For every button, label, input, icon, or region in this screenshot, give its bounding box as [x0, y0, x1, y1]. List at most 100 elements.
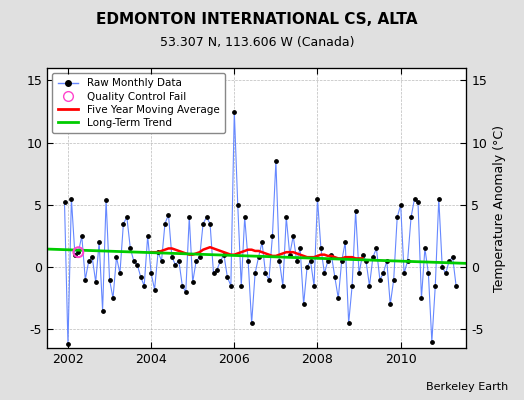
Point	[414, 199, 422, 206]
Point	[209, 270, 217, 276]
Point	[452, 282, 460, 289]
Point	[445, 258, 453, 264]
Point	[393, 214, 401, 220]
Point	[449, 254, 457, 260]
Point	[431, 282, 440, 289]
Point	[424, 270, 433, 276]
Point	[421, 245, 429, 252]
Point	[348, 282, 356, 289]
Point	[289, 233, 298, 239]
Point	[199, 220, 208, 227]
Point	[99, 308, 107, 314]
Point	[154, 249, 162, 255]
Point	[78, 233, 86, 239]
Point	[247, 320, 256, 326]
Point	[334, 295, 343, 302]
Point	[344, 320, 353, 326]
Point	[123, 214, 131, 220]
Point	[74, 249, 83, 255]
Point	[261, 270, 270, 276]
Point	[265, 276, 273, 283]
Point	[227, 282, 235, 289]
Point	[286, 252, 294, 258]
Point	[137, 274, 145, 280]
Point	[324, 258, 332, 264]
Point	[365, 282, 374, 289]
Point	[272, 158, 280, 164]
Point	[88, 254, 96, 260]
Point	[379, 270, 388, 276]
Point	[74, 249, 83, 255]
Point	[216, 258, 225, 264]
Point	[237, 282, 245, 289]
Point	[254, 254, 263, 260]
Point	[234, 202, 242, 208]
Point	[102, 197, 110, 203]
Point	[376, 276, 384, 283]
Point	[362, 258, 370, 264]
Point	[275, 258, 283, 264]
Point	[119, 220, 127, 227]
Point	[230, 108, 238, 115]
Point	[372, 245, 380, 252]
Point	[95, 239, 103, 246]
Point	[417, 295, 425, 302]
Point	[150, 286, 159, 293]
Text: EDMONTON INTERNATIONAL CS, ALTA: EDMONTON INTERNATIONAL CS, ALTA	[96, 12, 418, 27]
Point	[386, 301, 395, 308]
Point	[157, 258, 166, 264]
Point	[171, 262, 180, 268]
Point	[428, 338, 436, 345]
Point	[185, 214, 193, 220]
Point	[213, 266, 221, 273]
Point	[174, 258, 183, 264]
Point	[268, 233, 277, 239]
Point	[112, 254, 121, 260]
Text: 53.307 N, 113.606 W (Canada): 53.307 N, 113.606 W (Canada)	[159, 36, 354, 49]
Point	[434, 196, 443, 202]
Point	[337, 258, 346, 264]
Point	[358, 252, 367, 258]
Point	[251, 270, 259, 276]
Point	[206, 220, 214, 227]
Point	[202, 214, 211, 220]
Point	[140, 282, 148, 289]
Point	[316, 245, 325, 252]
Point	[352, 208, 360, 214]
Point	[67, 196, 75, 202]
Point	[331, 274, 339, 280]
Point	[320, 270, 329, 276]
Point	[310, 282, 318, 289]
Point	[109, 295, 117, 302]
Point	[292, 258, 301, 264]
Point	[279, 282, 287, 289]
Point	[341, 239, 350, 246]
Point	[192, 258, 200, 264]
Point	[355, 270, 363, 276]
Point	[223, 274, 232, 280]
Point	[410, 196, 419, 202]
Point	[313, 196, 322, 202]
Point	[369, 254, 377, 260]
Point	[299, 301, 308, 308]
Text: Berkeley Earth: Berkeley Earth	[426, 382, 508, 392]
Point	[189, 279, 197, 285]
Point	[92, 279, 100, 285]
Point	[220, 252, 228, 258]
Point	[307, 258, 315, 264]
Point	[81, 276, 90, 283]
Point	[147, 270, 155, 276]
Legend: Raw Monthly Data, Quality Control Fail, Five Year Moving Average, Long-Term Tren: Raw Monthly Data, Quality Control Fail, …	[52, 73, 225, 133]
Point	[403, 258, 412, 264]
Point	[161, 220, 169, 227]
Point	[389, 276, 398, 283]
Point	[442, 270, 450, 276]
Point	[383, 258, 391, 264]
Point	[64, 341, 72, 348]
Point	[258, 239, 266, 246]
Y-axis label: Temperature Anomaly (°C): Temperature Anomaly (°C)	[493, 124, 506, 292]
Point	[71, 252, 79, 258]
Point	[105, 276, 114, 283]
Point	[296, 245, 304, 252]
Point	[84, 258, 93, 264]
